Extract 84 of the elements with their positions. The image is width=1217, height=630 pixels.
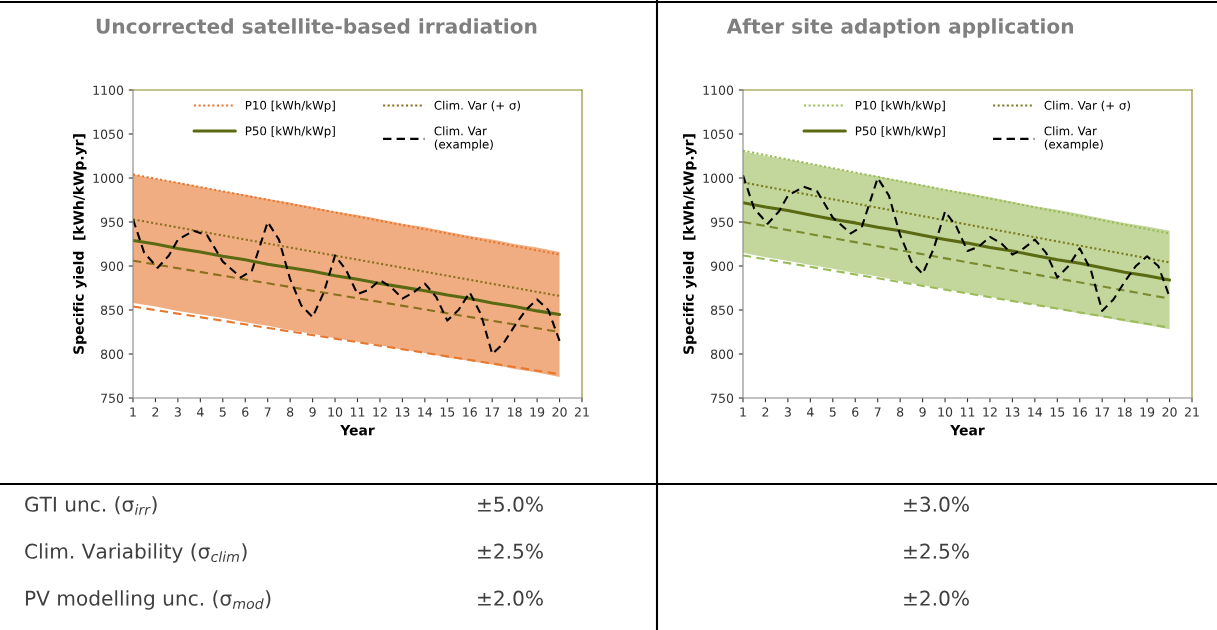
x-tick-label: 13	[395, 407, 410, 417]
x-tick-label: 13	[1005, 407, 1020, 417]
y-tick-label: 950	[100, 217, 124, 227]
text: PV modelling unc. (σ$_{mod}$)	[25, 590, 271, 610]
line-series	[133, 238, 562, 316]
x-tick-label: 10	[938, 407, 953, 417]
x-axis-title: Year	[340, 425, 375, 436]
y-tick-label: 1000	[703, 173, 734, 183]
x-tick-label: 4	[196, 407, 204, 417]
x-tick-label: 15	[440, 407, 455, 417]
x-tick-label: 5	[219, 407, 226, 417]
x-tick-label: 17	[485, 407, 500, 417]
y-tick-label: 1050	[93, 129, 124, 139]
y-tick-label: 1100	[703, 85, 734, 95]
text: Clim. Variability (σ$_{clim}$)	[25, 543, 247, 563]
x-tick-label: 11	[350, 407, 365, 417]
y-tick-label: 1050	[703, 129, 734, 139]
x-tick-label: 16	[463, 407, 477, 417]
y-tick-label: 850	[710, 305, 734, 315]
x-tick-label: 1	[130, 407, 136, 417]
x-tick-label: 12	[983, 407, 997, 417]
x-tick-label: 19	[1140, 407, 1155, 417]
y-tick-label: 750	[711, 393, 734, 403]
x-tick-label: 12	[373, 407, 387, 417]
x-tick-label: 5	[829, 407, 836, 417]
x-tick-label: 1	[740, 407, 746, 417]
legend-label: P10 [kWh/kWp]	[855, 100, 945, 113]
text: ±5.0%	[478, 496, 543, 512]
x-tick-label: 9	[309, 407, 316, 417]
text: ±2.0%	[904, 590, 969, 606]
x-tick-label: 20	[552, 407, 567, 417]
x-tick-label: 20	[1162, 407, 1177, 417]
x-tick-label: 19	[530, 407, 545, 417]
x-tick-label: 3	[784, 407, 791, 417]
x-tick-label: 10	[328, 407, 343, 417]
x-tick-label: 7	[874, 407, 881, 417]
x-tick-label: 11	[960, 407, 975, 417]
y-tick-label: 900	[710, 261, 734, 271]
x-tick-label: 17	[1095, 407, 1110, 417]
text: ±3.0%	[904, 496, 969, 512]
y-tick-label: 750	[101, 393, 124, 403]
text: GTI unc. (σ$_{irr}$)	[25, 496, 157, 515]
y-tick-label: 900	[100, 261, 124, 271]
x-tick-label: 18	[508, 407, 522, 417]
legend-label: P10 [kWh/kWp]	[245, 100, 335, 113]
y-tick-label: 800	[710, 349, 734, 359]
x-tick-label: 8	[287, 407, 294, 417]
x-tick-label: 14	[418, 407, 433, 417]
legend-label: Clim. Var (+ σ)	[1044, 100, 1130, 112]
legend-label: P50 [kWh/kWp]	[245, 126, 335, 138]
x-tick-label: 21	[1184, 407, 1199, 417]
x-tick-label: 4	[806, 407, 814, 417]
x-tick-label: 14	[1028, 407, 1043, 417]
x-tick-label: 6	[242, 407, 249, 417]
chart-title: After site adaption application	[726, 18, 1073, 38]
x-tick-label: 7	[264, 407, 271, 417]
line-series	[743, 201, 1172, 282]
legend-label: Clim. Var (example)	[1044, 126, 1103, 151]
x-tick-label: 16	[1073, 407, 1087, 417]
text: ±2.5%	[904, 543, 969, 559]
y-tick-label: 1100	[93, 85, 124, 95]
x-tick-label: 2	[152, 407, 159, 417]
legend-label: Clim. Var (example)	[434, 126, 493, 151]
x-tick-label: 3	[174, 407, 181, 417]
line-series	[743, 174, 1171, 312]
y-tick-label: 800	[100, 349, 124, 359]
x-axis-title: Year	[950, 425, 985, 436]
y-tick-label: 950	[710, 217, 734, 227]
y-axis-title: Specific yield [kWh/kWp.yr]	[73, 134, 87, 354]
y-tick-label: 1000	[93, 173, 124, 183]
x-tick-label: 2	[762, 407, 769, 417]
chart-title: Uncorrected satellite-based irradiation	[96, 18, 537, 34]
x-tick-label: 9	[919, 407, 926, 417]
x-tick-label: 15	[1050, 407, 1065, 417]
y-axis-title: Specific yield [kWh/kWp.yr]	[683, 134, 697, 354]
x-tick-label: 21	[574, 407, 589, 417]
x-tick-label: 6	[852, 407, 859, 417]
legend-label: Clim. Var (+ σ)	[434, 100, 520, 112]
x-tick-label: 8	[897, 407, 904, 417]
text: ±2.5%	[478, 543, 543, 559]
x-tick-label: 18	[1118, 407, 1132, 417]
legend-label: P50 [kWh/kWp]	[855, 126, 945, 138]
y-tick-label: 850	[100, 305, 124, 315]
text: ±2.0%	[478, 590, 543, 606]
